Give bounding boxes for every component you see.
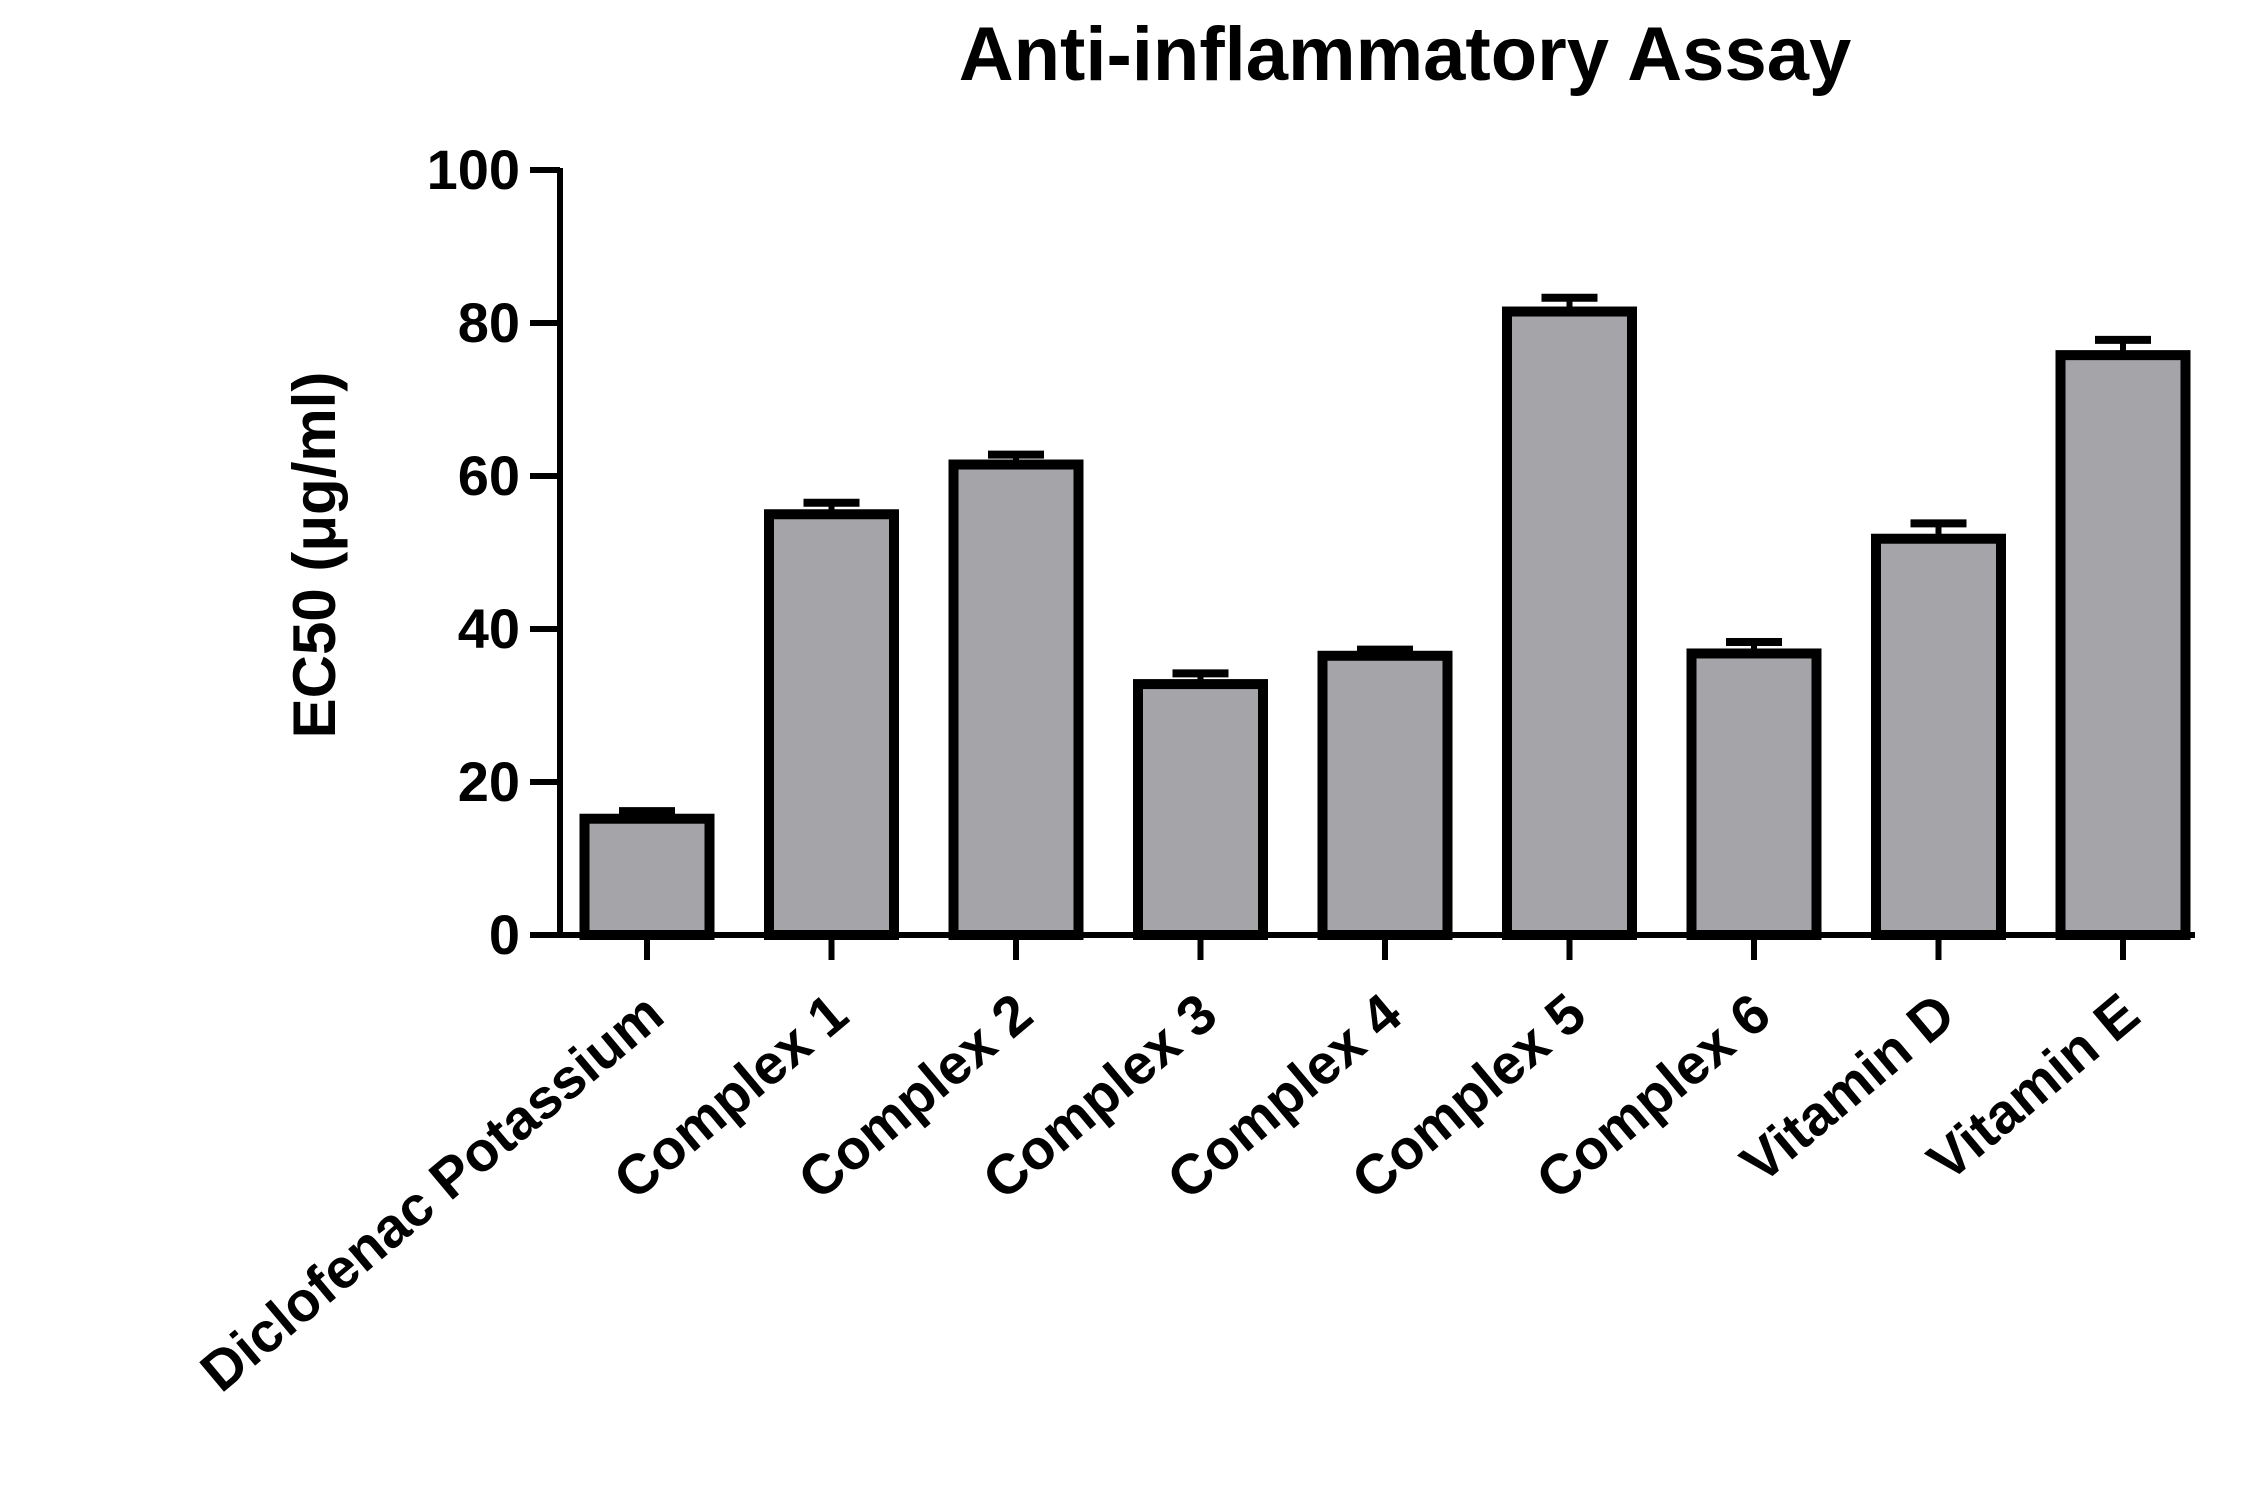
chart-title: Anti-inflammatory Assay (959, 12, 1852, 97)
bar (1317, 650, 1453, 941)
bar (579, 813, 715, 940)
y-tick-label: 40 (458, 597, 520, 660)
bar (764, 509, 899, 940)
y-tick-label: 80 (458, 291, 520, 354)
bar (1133, 679, 1268, 941)
bar (2055, 350, 2191, 940)
bar (948, 459, 1084, 940)
y-tick-label: 20 (458, 750, 520, 813)
y-tick-label: 0 (489, 903, 520, 966)
bar (1686, 648, 1822, 940)
y-tick-label: 100 (427, 138, 520, 201)
x-tick-label: Diclofenac Potassium (188, 981, 674, 1403)
y-axis-label: EC50 (μg/ml) (281, 372, 348, 739)
y-tick-label: 60 (458, 444, 520, 507)
bar (1502, 306, 1637, 940)
bar (1871, 533, 2006, 940)
